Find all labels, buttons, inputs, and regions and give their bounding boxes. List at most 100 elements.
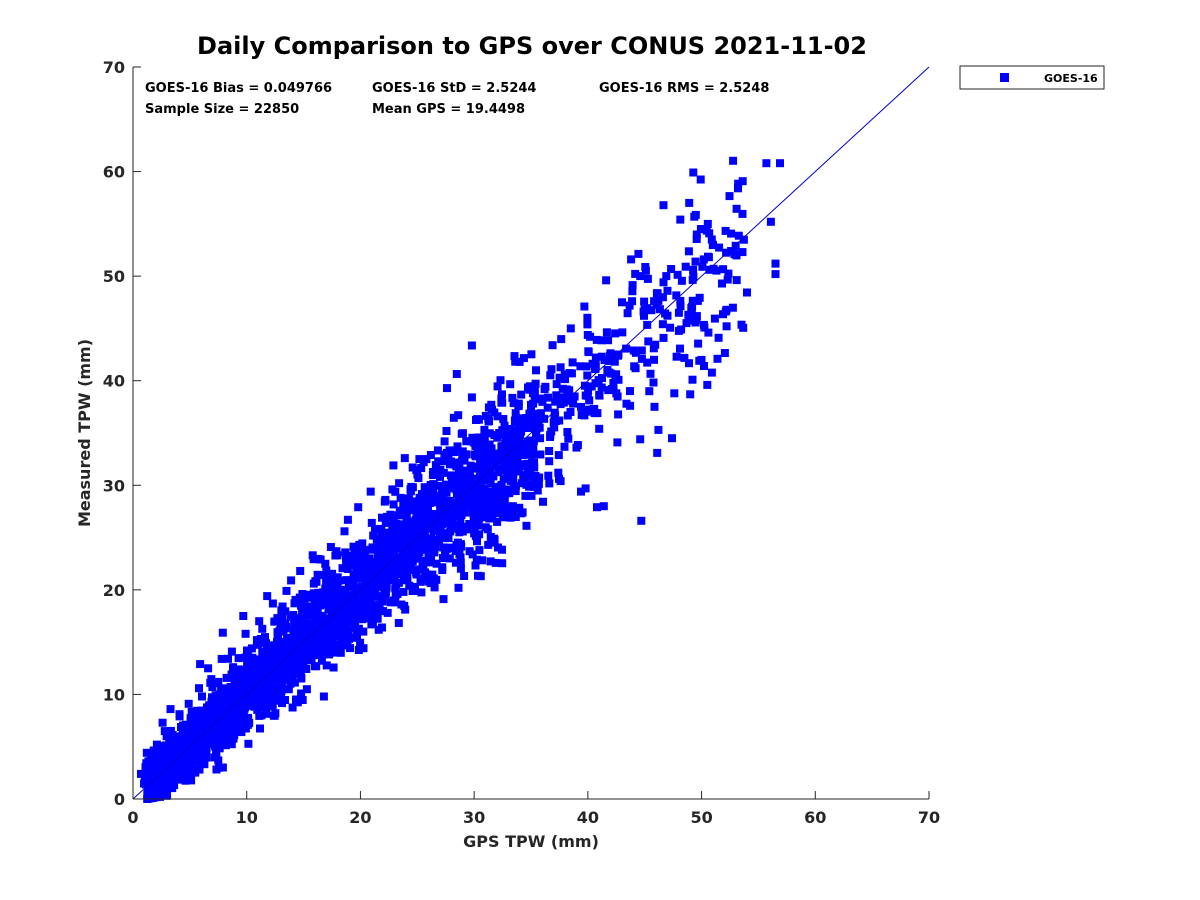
data-point bbox=[718, 279, 726, 288]
data-point bbox=[644, 337, 653, 346]
data-point bbox=[217, 654, 226, 663]
data-point bbox=[392, 539, 400, 548]
data-point bbox=[339, 641, 348, 650]
data-point bbox=[293, 665, 302, 674]
data-point bbox=[447, 512, 456, 521]
data-point bbox=[506, 513, 515, 522]
data-point bbox=[227, 740, 236, 749]
data-point bbox=[686, 390, 695, 399]
data-point bbox=[631, 364, 640, 373]
data-point bbox=[636, 272, 645, 281]
legend: GOES-16 bbox=[959, 65, 1105, 90]
data-point bbox=[273, 614, 282, 623]
data-point bbox=[497, 464, 506, 473]
data-point bbox=[403, 561, 412, 570]
data-point bbox=[532, 417, 541, 426]
data-point bbox=[704, 328, 713, 337]
data-point bbox=[436, 472, 444, 481]
data-point bbox=[203, 703, 211, 712]
data-point bbox=[268, 642, 277, 650]
data-point bbox=[231, 711, 240, 719]
data-point bbox=[454, 411, 463, 420]
data-point bbox=[364, 604, 373, 613]
data-point bbox=[439, 534, 448, 543]
data-point bbox=[329, 642, 338, 651]
data-point bbox=[524, 383, 532, 392]
data-point bbox=[244, 739, 253, 748]
data-point bbox=[320, 632, 328, 641]
data-point bbox=[366, 589, 375, 598]
data-point bbox=[444, 534, 453, 543]
data-point bbox=[618, 298, 626, 307]
data-point bbox=[544, 393, 553, 402]
data-point bbox=[609, 379, 618, 387]
data-point bbox=[493, 433, 502, 442]
data-point bbox=[645, 387, 654, 396]
y-axis-label: Measured TPW (mm) bbox=[75, 339, 94, 527]
data-point bbox=[354, 646, 363, 654]
data-point bbox=[582, 362, 591, 371]
data-point bbox=[492, 509, 501, 518]
data-point bbox=[526, 471, 535, 480]
data-point bbox=[394, 619, 403, 627]
data-point bbox=[540, 385, 549, 394]
data-point bbox=[333, 573, 342, 582]
data-point bbox=[181, 764, 190, 773]
data-point bbox=[400, 494, 409, 503]
data-point bbox=[592, 335, 601, 344]
data-point bbox=[201, 750, 210, 758]
data-point bbox=[496, 482, 505, 491]
data-point bbox=[606, 357, 615, 365]
data-point bbox=[672, 352, 681, 361]
data-point bbox=[684, 247, 693, 256]
data-point bbox=[734, 231, 743, 240]
data-point bbox=[468, 508, 477, 517]
data-point bbox=[466, 437, 475, 446]
data-point bbox=[402, 566, 411, 575]
data-point bbox=[529, 443, 538, 452]
data-point bbox=[272, 696, 281, 705]
data-point bbox=[536, 450, 545, 459]
data-point bbox=[366, 600, 375, 609]
data-point bbox=[215, 740, 224, 749]
data-point bbox=[690, 212, 699, 221]
data-point bbox=[517, 509, 526, 518]
data-point bbox=[214, 700, 223, 709]
data-point bbox=[514, 401, 523, 410]
data-point bbox=[380, 570, 389, 579]
data-point bbox=[530, 413, 539, 422]
data-point bbox=[357, 552, 366, 561]
data-point bbox=[465, 467, 474, 476]
data-point bbox=[610, 357, 619, 366]
data-point bbox=[286, 660, 295, 669]
data-point bbox=[350, 614, 359, 623]
data-point bbox=[298, 696, 307, 704]
data-point bbox=[506, 380, 515, 389]
data-point bbox=[257, 711, 266, 720]
data-point bbox=[332, 547, 341, 556]
data-point bbox=[511, 487, 520, 496]
data-point bbox=[272, 649, 281, 658]
data-point bbox=[215, 705, 224, 714]
data-point bbox=[458, 527, 467, 536]
data-point bbox=[229, 715, 238, 724]
data-point bbox=[451, 558, 460, 567]
data-point bbox=[425, 540, 434, 549]
data-point bbox=[485, 417, 493, 425]
data-point bbox=[418, 562, 427, 571]
data-point bbox=[186, 754, 195, 763]
data-point bbox=[732, 204, 741, 213]
data-point bbox=[221, 741, 230, 750]
data-point bbox=[366, 487, 375, 496]
annotation-mean-gps: Mean GPS = 19.4498 bbox=[372, 102, 525, 117]
data-point bbox=[628, 287, 637, 296]
data-point bbox=[490, 535, 499, 544]
x-tick-label: 60 bbox=[804, 808, 826, 827]
data-point bbox=[536, 434, 545, 443]
data-point bbox=[256, 691, 265, 700]
data-point bbox=[411, 548, 420, 557]
data-point bbox=[296, 567, 305, 575]
data-point bbox=[378, 513, 386, 522]
data-point bbox=[728, 303, 737, 312]
data-point bbox=[456, 564, 465, 573]
